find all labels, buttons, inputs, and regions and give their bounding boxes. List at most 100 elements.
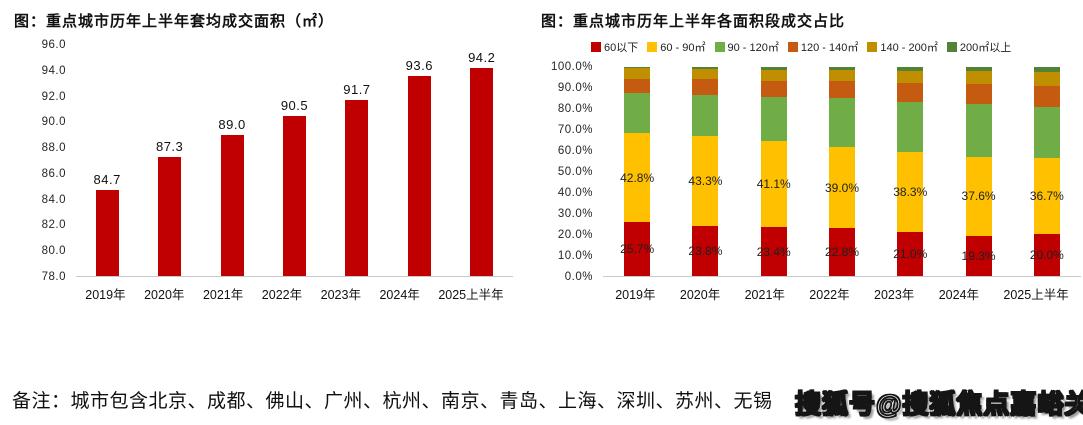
stacked-segment [760,97,787,142]
legend-swatch-icon [714,42,725,52]
legend-item: 60以下 [591,39,638,55]
bar [158,156,182,276]
y-tick-label: 70.0% [557,124,593,136]
segment-value-label: 25.7% [620,242,655,257]
stacked-segment [897,67,924,72]
stacked-segment [828,80,855,99]
area-share-chart-panel: 图：重点城市历年上半年各面积段成交占比 60以下 60 - 90㎡ 90 - 120… [523,6,1083,303]
y-axis: 100.0% 90.0% 80.0% 70.0% 60.0% 50.0% 40.0% 30.0… [539,61,593,283]
right-chart-title: 图：重点城市历年上半年各面积段成交占比 [541,14,846,30]
stacked-segment: 36.7% [1030,157,1064,235]
y-tick-label: 88.0 [41,142,66,155]
x-tick-label: 2023年 [320,288,361,302]
stacked-segment: 22.8% [825,228,859,276]
bar-column: 84.7 [94,45,121,276]
x-tick-label: 2025上半年 [438,288,504,302]
bar-column: 93.6 [406,45,433,276]
y-tick-label: 82.0 [41,219,66,232]
x-axis: 2019年 2020年 2021年 2022年 2023年 2024年 2025上半年 [76,281,513,303]
x-tick-label: 2024年 [379,288,420,302]
stacked-segment [692,94,719,136]
x-tick-label: 2025上半年 [1003,288,1069,302]
x-tick-label: 2020年 [679,288,721,302]
stacked-bar: 23.4% 41.1% [757,67,791,276]
y-tick-label: 90.0% [557,82,593,94]
legend-item: 90 - 120㎡ [714,39,779,55]
stacked-segment [1033,85,1060,107]
y-tick-label: 80.0% [557,103,593,115]
segment-value-label: 22.8% [824,245,859,260]
legend-swatch-icon [591,42,601,52]
legend-item: 200㎡以上 [946,39,1012,55]
stacked-segment: 37.6% [962,157,996,236]
segment-value-label: 38.3% [893,185,928,200]
stacked-segment [897,101,924,153]
stacked-segment [828,70,855,81]
left-chart-title: 图：重点城市历年上半年套均成交面积（㎡） [14,14,335,30]
legend-swatch-icon [867,42,878,52]
y-tick-label: 80.0 [41,245,66,258]
bar-value-label: 93.6 [405,57,433,73]
avg-area-chart-panel: 图：重点城市历年上半年套均成交面积（㎡） 96.0 94.0 92.0 90.0 88.… [0,6,523,303]
x-tick-label: 2019年 [85,288,126,302]
stacked-segment [624,78,651,93]
stacked-segment [965,67,992,72]
stacked-segment [828,98,855,147]
segment-value-label: 42.8% [620,170,655,185]
footnote: 备注：城市包含北京、成都、佛山、广州、杭州、南京、青岛、上海、深圳、苏州、无锡 [12,391,773,412]
legend-swatch-icon [647,42,658,52]
legend-swatch-icon [787,42,798,52]
segment-value-label: 43.3% [688,174,723,189]
stacked-segment [1033,72,1060,86]
stacked-segment [692,68,719,79]
legend-label: 60 - 90㎡ [660,42,706,54]
stacked-segment [624,67,651,69]
bar-column: 89.0 [218,45,245,276]
watermark: 搜狐号@搜狐焦点嘉峪关站 [794,388,1083,419]
y-tick-label: 84.0 [41,193,66,206]
stacked-segment [965,71,992,84]
y-tick-label: 100.0% [550,61,593,73]
bar-column: 91.7 [343,45,370,276]
stacked-bar: 19.3% 37.6% [962,67,996,276]
stacked-segment [897,82,924,102]
x-axis: 2019年 2020年 2021年 2022年 2023年 2024年 2025上半年 [603,281,1081,303]
segment-value-label: 21.0% [893,247,928,262]
bar-column: 87.3 [156,45,183,276]
bar [95,190,119,276]
stacked-bar: 25.7% 42.8% [620,67,654,276]
segment-value-label: 41.1% [756,177,791,192]
stacked-segment [692,67,719,69]
y-tick-label: 96.0 [41,39,66,51]
legend-label: 200㎡以上 [959,42,1012,54]
bars-group: 84.7 87.3 89.0 90.5 91.7 93.6 94.2 [76,45,513,276]
segment-value-label: 20.0% [1029,248,1064,263]
plot-area: 25.7% 42.8% 23.8% 43.3% 23.4% 41.1% 22.8% 39.0%… [603,67,1081,277]
stacked-bar: 20.0% 36.7% [1030,67,1064,276]
legend: 60以下 60 - 90㎡ 90 - 120㎡ 120 - 140㎡ 140 - 200… [591,39,1083,55]
y-tick-label: 60.0% [557,145,593,157]
legend-swatch-icon [946,42,957,52]
x-tick-label: 2022年 [809,288,850,302]
y-axis: 96.0 94.0 92.0 90.0 88.0 86.0 84.0 82.0 80.0 78.0 [12,39,66,283]
stacked-segment [897,71,924,83]
y-tick-label: 20.0% [557,229,593,241]
y-tick-label: 0.0% [564,271,593,283]
bar [345,100,369,276]
stacked-segment [760,67,787,71]
x-tick-label: 2023年 [874,288,915,302]
bar [220,134,244,276]
stacked-segment: 38.3% [893,152,927,233]
stacked-segment [965,103,992,158]
legend-item: 60 - 90㎡ [647,39,706,55]
stacked-segment [624,68,651,79]
bar-value-label: 91.7 [343,82,371,98]
x-tick-label: 2020年 [144,288,185,302]
legend-label: 140 - 200㎡ [880,42,938,54]
bars-group: 25.7% 42.8% 23.8% 43.3% 23.4% 41.1% 22.8% 39.0%… [603,67,1081,276]
stacked-segment [965,83,992,104]
stacked-segment: 19.3% [962,235,996,276]
bar-column: 90.5 [281,45,308,276]
bar-value-label: 87.3 [155,138,184,154]
bar-value-label: 84.7 [93,172,121,188]
